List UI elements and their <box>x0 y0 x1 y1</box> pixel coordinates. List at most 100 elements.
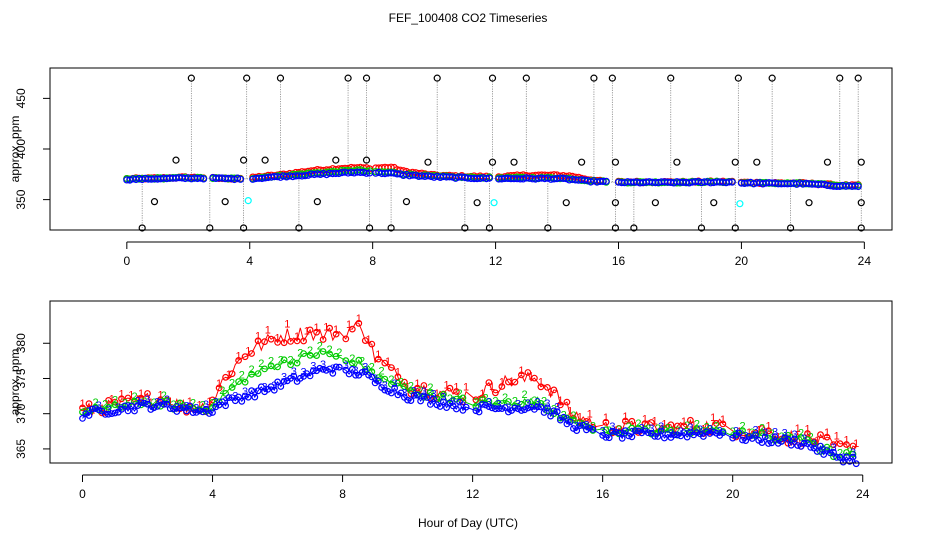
bottom-series-3-point <box>381 386 389 394</box>
bottom-series-3-point <box>427 401 434 408</box>
top-series-3-point <box>485 174 493 182</box>
bottom-series-1-label: 1 <box>479 388 485 400</box>
bottom-series-2-label: 2 <box>398 376 404 388</box>
bottom-series-3-label: 3 <box>840 452 846 464</box>
bottom-series-3-point <box>404 396 412 404</box>
bottom-series-1-point <box>79 404 86 412</box>
bottom-series-3-point <box>492 405 499 413</box>
bottom-series-2-point <box>355 356 363 364</box>
bottom-series-3-point <box>358 369 366 376</box>
bottom-series-3-label: 3 <box>554 402 560 414</box>
bottom-series-3-point <box>511 404 519 412</box>
bottom-series-2-point <box>440 391 447 398</box>
bottom-series-3-point <box>443 404 451 412</box>
bottom-series-3-line <box>82 366 857 464</box>
bottom-series-3-point <box>205 410 213 417</box>
bottom-series-1-point <box>602 418 610 426</box>
bottom-series-3-point <box>391 384 399 392</box>
bottom-series-2-label: 2 <box>92 397 98 409</box>
bottom-series-1-point <box>648 419 655 426</box>
bottom-series-1-point <box>293 337 301 345</box>
bottom-series-2-label: 2 <box>229 377 235 389</box>
bottom-series-2-label: 2 <box>847 446 853 458</box>
bottom-series-1-point <box>261 338 269 346</box>
bottom-series-3-point <box>586 424 594 432</box>
bottom-series-3-point <box>514 405 522 413</box>
bottom-series-2-point <box>407 387 415 394</box>
bottom-series-2-label: 2 <box>170 399 176 411</box>
bottom-series-2-label: 2 <box>307 345 313 357</box>
bottom-series-3-point <box>615 429 623 437</box>
bottom-series-3-point <box>241 392 249 400</box>
bottom-series-1-point <box>326 324 334 332</box>
top-series-3-point <box>599 177 607 185</box>
bottom-series-3-point <box>498 405 506 413</box>
bottom-series-3-point <box>176 404 184 412</box>
bottom-series-3-label: 3 <box>496 399 502 411</box>
bottom-series-2-label: 2 <box>739 421 745 433</box>
bottom-series-3-label: 3 <box>271 380 277 392</box>
bottom-series-3-label: 3 <box>600 425 606 437</box>
top-cal-high-point <box>276 74 285 82</box>
bottom-series-3-label: 3 <box>242 386 248 398</box>
chart-title: FEF_100408 CO2 Timeseries <box>389 11 548 25</box>
bottom-series-1-label: 1 <box>853 438 859 450</box>
bottom-series-3-point <box>641 427 649 435</box>
bottom-series-3-point <box>420 392 428 400</box>
bottom-series-2-label: 2 <box>561 409 567 421</box>
bottom-series-2-point <box>235 378 243 386</box>
bottom-series-3-label: 3 <box>353 365 359 377</box>
bottom-series-3-point <box>345 370 353 378</box>
bottom-series-3-label: 3 <box>850 447 856 459</box>
top-series-3-point <box>236 175 245 183</box>
top-cal-mid-point <box>261 156 269 164</box>
top-cal-mid-point <box>402 198 411 206</box>
bottom-series-2-label: 2 <box>749 427 755 439</box>
bottom-series-1-label: 1 <box>804 423 810 435</box>
bottom-series-1-label: 1 <box>661 418 667 430</box>
bottom-series-1-label: 1 <box>518 365 524 377</box>
bottom-series-3-label: 3 <box>330 363 336 375</box>
bottom-series-3-point <box>270 386 278 394</box>
bottom-series-3-point <box>843 453 850 461</box>
bottom-series-3-point <box>290 372 298 380</box>
bottom-series-2-label: 2 <box>570 410 576 422</box>
bottom-series-3-label: 3 <box>193 402 199 414</box>
bottom-series-3-label: 3 <box>86 405 92 417</box>
bottom-series-1-point <box>420 382 428 389</box>
bottom-series-1-point <box>758 425 766 432</box>
bottom-y-tick-label: 380 <box>14 333 28 353</box>
bottom-series-3-point <box>618 434 626 442</box>
bottom-series-3-point <box>423 394 431 401</box>
bottom-y-tick-label: 370 <box>14 403 28 423</box>
bottom-series-1-point <box>306 326 314 334</box>
bottom-series-3-point <box>352 371 360 379</box>
bottom-series-1-point <box>836 440 844 448</box>
bottom-series-2-label: 2 <box>239 370 245 382</box>
bottom-series-3-point <box>670 431 678 439</box>
bottom-series-3-point <box>397 389 405 397</box>
bottom-series-1-point <box>267 335 275 343</box>
bottom-series-3-label: 3 <box>476 402 482 414</box>
bottom-series-2-point <box>348 359 356 367</box>
bottom-series-3-point <box>296 374 304 382</box>
bottom-series-1-point <box>361 337 369 345</box>
bottom-series-1-point <box>680 422 688 430</box>
bottom-series-3-point <box>674 431 681 439</box>
bottom-series-2-label: 2 <box>626 421 632 433</box>
bottom-series-1-label: 1 <box>148 397 154 409</box>
bottom-series-3-point <box>105 410 112 418</box>
top-cal-low-point <box>387 224 395 232</box>
top-cal-mid-point <box>651 199 659 207</box>
bottom-series-2-point <box>797 434 805 441</box>
bottom-series-3-point <box>306 372 314 380</box>
bottom-series-2-label: 2 <box>437 392 443 404</box>
bottom-series-1-label: 1 <box>294 331 300 343</box>
bottom-series-3-point <box>368 373 376 381</box>
bottom-series-1-label: 1 <box>414 378 420 390</box>
bottom-series-3-label: 3 <box>411 385 417 397</box>
bottom-series-1-label: 1 <box>652 415 658 427</box>
bottom-series-3-point <box>479 401 486 408</box>
bottom-series-2-label: 2 <box>219 385 225 397</box>
bottom-series-1-point <box>843 441 850 448</box>
